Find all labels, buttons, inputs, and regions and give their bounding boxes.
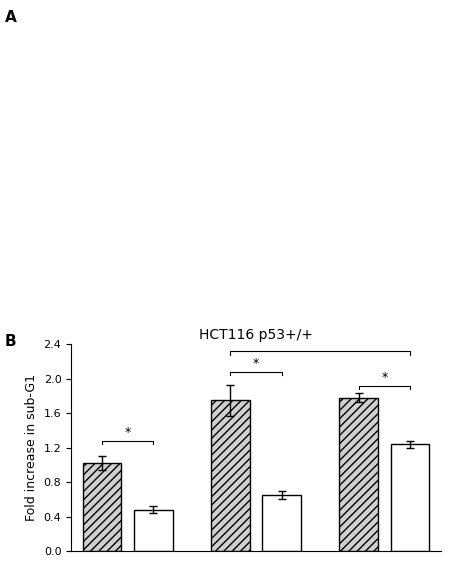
Bar — [339, 398, 378, 551]
Text: *: * — [125, 426, 131, 439]
Text: *: * — [381, 371, 387, 384]
Bar — [82, 463, 121, 551]
Bar — [263, 495, 301, 551]
Bar — [391, 444, 429, 551]
Text: *: * — [253, 357, 259, 370]
Text: A: A — [5, 10, 17, 25]
Bar — [211, 401, 249, 551]
Title: HCT116 p53+/+: HCT116 p53+/+ — [199, 328, 313, 342]
Y-axis label: Fold increase in sub-G1: Fold increase in sub-G1 — [25, 374, 38, 521]
Text: B: B — [5, 334, 16, 349]
Bar — [134, 510, 173, 551]
